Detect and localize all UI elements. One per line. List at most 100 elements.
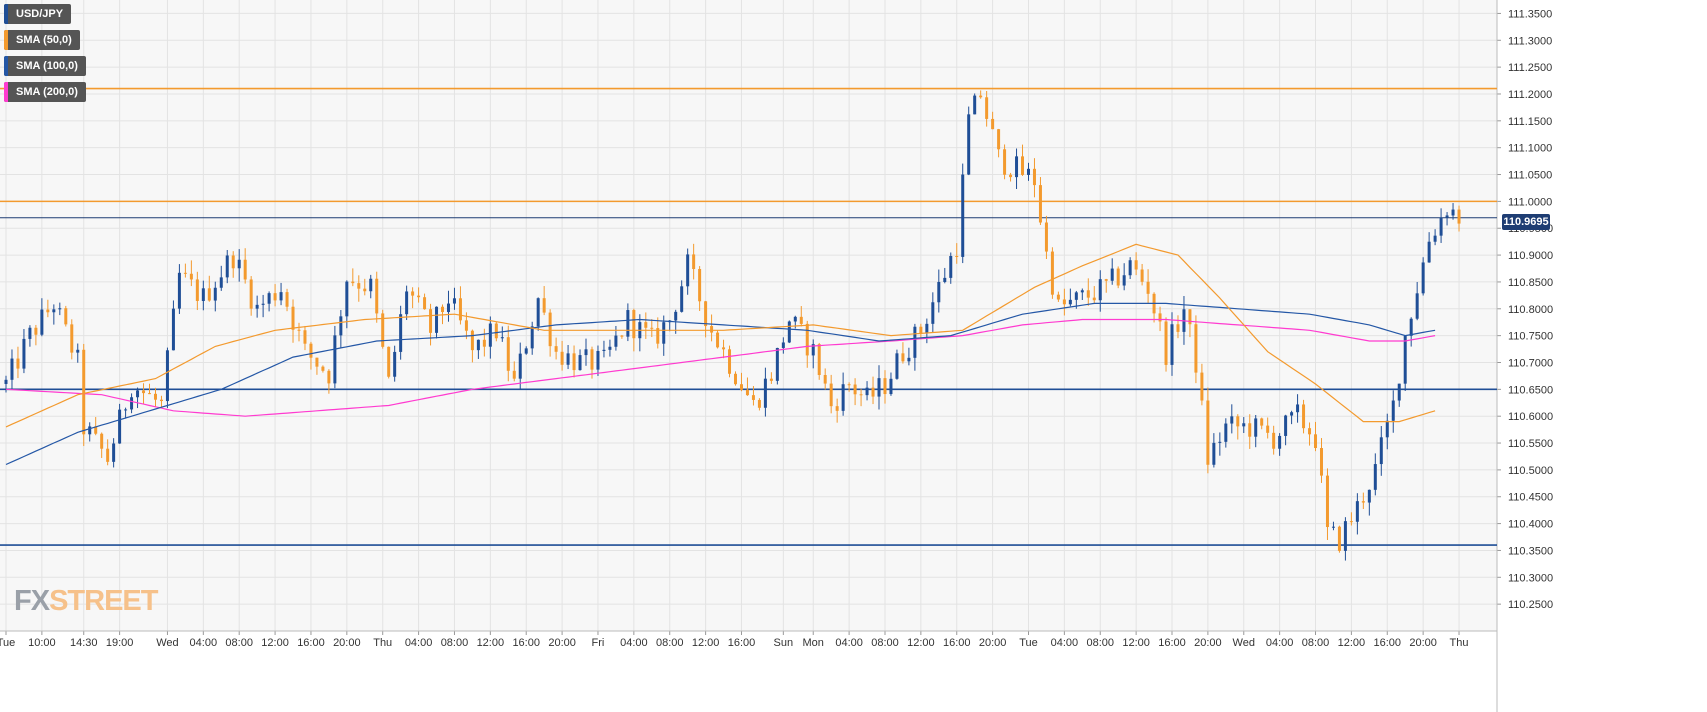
candle-body bbox=[590, 349, 594, 370]
candle-body bbox=[1122, 275, 1126, 286]
candle-body bbox=[1146, 281, 1150, 294]
candle-body bbox=[722, 347, 726, 350]
x-tick-label: 16:00 bbox=[1158, 637, 1186, 649]
fxstreet-logo: FXSTREET bbox=[14, 585, 158, 618]
candle-body bbox=[112, 443, 116, 462]
candle-body bbox=[345, 281, 349, 317]
candle-body bbox=[1230, 416, 1234, 424]
candle-body bbox=[554, 346, 558, 352]
candle-body bbox=[177, 272, 181, 309]
y-tick-label: 111.1500 bbox=[1508, 116, 1552, 128]
candle-body bbox=[435, 306, 439, 333]
candle-body bbox=[309, 343, 313, 358]
candle-body bbox=[1314, 434, 1318, 449]
candle-body bbox=[441, 306, 445, 313]
candle-body bbox=[1308, 428, 1312, 435]
candle-body bbox=[1158, 313, 1162, 322]
legend-item-sma100[interactable]: SMA (100,0) bbox=[4, 56, 86, 76]
candle-body bbox=[411, 291, 415, 296]
x-tick-label: Wed bbox=[1233, 637, 1255, 649]
candle-body bbox=[1218, 441, 1222, 443]
candle-body bbox=[769, 378, 773, 381]
candle-body bbox=[1116, 268, 1120, 286]
candle-body bbox=[536, 298, 540, 327]
x-tick-label: 12:00 bbox=[1338, 637, 1366, 649]
candle-body bbox=[1397, 383, 1401, 401]
candle-body bbox=[1038, 185, 1042, 223]
candle-body bbox=[1349, 521, 1353, 523]
candle-body bbox=[351, 281, 355, 284]
candle-body bbox=[1379, 437, 1383, 465]
candle-body bbox=[297, 329, 301, 331]
candle-body bbox=[500, 337, 504, 339]
candle-body bbox=[1433, 235, 1437, 242]
candle-body bbox=[763, 378, 767, 408]
x-tick-label: 04:00 bbox=[405, 637, 433, 649]
candle-body bbox=[1092, 297, 1096, 301]
last-price-tag: 110.9695 bbox=[1502, 214, 1550, 230]
candle-body bbox=[512, 370, 516, 379]
candle-body bbox=[1074, 292, 1078, 300]
legend-swatch-sma50 bbox=[4, 30, 8, 50]
candle-body bbox=[907, 357, 911, 362]
candle-body bbox=[387, 346, 391, 377]
y-tick-label: 111.3000 bbox=[1508, 35, 1552, 47]
legend-label-sma200: SMA (200,0) bbox=[16, 86, 78, 98]
candle-body bbox=[40, 309, 44, 335]
candle-body bbox=[1110, 268, 1114, 281]
y-tick-label: 110.8500 bbox=[1508, 277, 1553, 289]
x-tick-label: 04:00 bbox=[620, 637, 648, 649]
candle-body bbox=[925, 323, 929, 334]
candle-body bbox=[130, 397, 134, 410]
candle-body bbox=[1098, 279, 1102, 301]
legend-swatch-usdjpy bbox=[4, 4, 8, 24]
candle-body bbox=[1427, 241, 1431, 263]
candle-body bbox=[1170, 324, 1174, 365]
candle-body bbox=[745, 389, 749, 396]
candle-body bbox=[46, 309, 50, 313]
candle-body bbox=[279, 292, 283, 301]
candle-body bbox=[446, 303, 450, 313]
candle-body bbox=[1242, 423, 1246, 427]
candle-body bbox=[817, 344, 821, 376]
candle-body bbox=[524, 348, 528, 354]
legend-item-usdjpy[interactable]: USD/JPY bbox=[4, 4, 72, 24]
candle-body bbox=[506, 337, 510, 371]
legend-label-usdjpy: USD/JPY bbox=[16, 8, 64, 20]
candle-body bbox=[1445, 215, 1449, 218]
legend: USD/JPY SMA (50,0) SMA (100,0) SMA (200,… bbox=[4, 4, 86, 108]
candle-body bbox=[482, 339, 486, 347]
sma100-line bbox=[5, 302, 1436, 466]
candle-body bbox=[207, 288, 211, 301]
x-tick-label: 12:00 bbox=[477, 637, 505, 649]
legend-label-sma50: SMA (50,0) bbox=[16, 34, 72, 46]
candle-body bbox=[363, 288, 367, 292]
x-tick-label: 08:00 bbox=[1086, 637, 1114, 649]
candle-body bbox=[195, 279, 199, 301]
candle-body bbox=[823, 375, 827, 384]
candle-body bbox=[632, 310, 636, 339]
x-tick-label: Fri bbox=[592, 637, 605, 649]
candle-body bbox=[1086, 290, 1090, 298]
candle-body bbox=[650, 327, 654, 329]
candle-body bbox=[1200, 372, 1204, 401]
plot-area bbox=[0, 0, 1497, 631]
legend-item-sma200[interactable]: SMA (200,0) bbox=[4, 82, 86, 102]
y-tick-label: 110.6000 bbox=[1508, 411, 1553, 423]
x-tick-label: Tue bbox=[1019, 637, 1038, 649]
candle-body bbox=[596, 350, 600, 370]
candle-body bbox=[261, 303, 265, 305]
candle-body bbox=[213, 287, 217, 301]
y-tick-label: 110.2500 bbox=[1508, 599, 1553, 611]
candle-body bbox=[1212, 442, 1216, 465]
x-tick-label: Thu bbox=[1450, 637, 1469, 649]
candle-body bbox=[303, 330, 307, 344]
y-tick-label: 110.7000 bbox=[1508, 357, 1553, 369]
candle-body bbox=[10, 358, 14, 380]
candle-body bbox=[1415, 293, 1419, 319]
candle-body bbox=[375, 278, 379, 314]
candle-body bbox=[291, 306, 295, 330]
x-tick-label: 20:00 bbox=[1194, 637, 1222, 649]
legend-item-sma50[interactable]: SMA (50,0) bbox=[4, 30, 80, 50]
